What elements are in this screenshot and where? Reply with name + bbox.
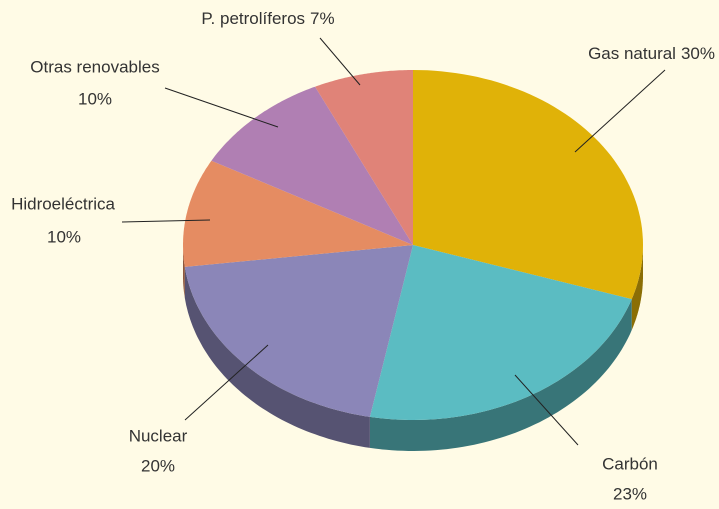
value-label: 20%	[141, 456, 175, 475]
value-label: 10%	[47, 227, 81, 246]
value-label: 7%	[310, 9, 335, 28]
leader-line	[184, 344, 269, 421]
category-name: Nuclear	[129, 426, 188, 445]
value-label: 10%	[78, 89, 112, 108]
category-name: Gas natural	[588, 44, 676, 63]
slice-side	[184, 266, 370, 448]
category-name: Carbón	[602, 454, 658, 473]
value-label: 23%	[613, 484, 647, 503]
category-name: Otras renovables	[30, 57, 159, 76]
value-label: 30%	[681, 44, 715, 63]
category-name: Hidroeléctrica	[11, 194, 115, 213]
leader-line	[164, 87, 279, 128]
pie-slice	[183, 160, 413, 267]
slice-label: P. petrolíferos 7%	[201, 9, 334, 28]
slice-side	[631, 245, 643, 331]
pie-slice	[413, 70, 643, 300]
leader-line	[574, 69, 666, 153]
pie-slice	[184, 245, 413, 417]
slice-side	[369, 299, 632, 451]
leader-line	[121, 219, 211, 223]
slice-label: Gas natural 30%	[588, 44, 715, 63]
leader-line	[514, 374, 579, 446]
slice-side	[183, 245, 185, 298]
pie-slice	[369, 245, 632, 420]
category-name: P. petrolíferos	[201, 9, 305, 28]
pie-slice	[315, 70, 413, 245]
leader-line	[319, 37, 361, 86]
pie-slice	[211, 86, 413, 245]
